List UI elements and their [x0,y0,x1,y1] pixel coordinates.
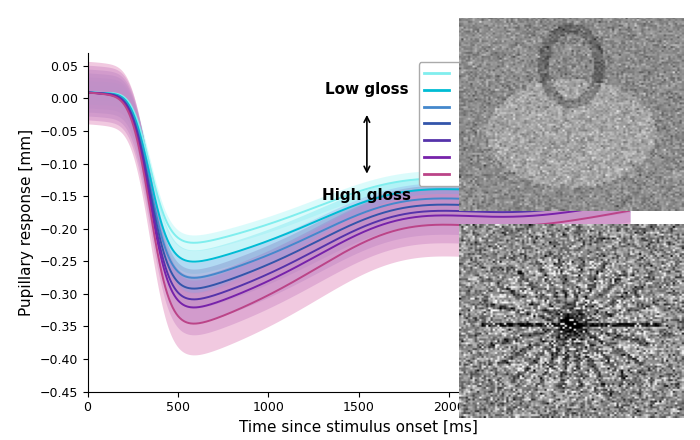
Y-axis label: Pupillary response [mm]: Pupillary response [mm] [19,128,34,316]
Line: 2: 2 [88,92,630,262]
3 [83,90,92,95]
Line: 1: 1 [88,92,630,243]
2 [493,187,501,193]
7 [179,318,188,323]
3 [179,273,188,278]
Line: 5: 5 [88,92,630,299]
4 [224,278,232,283]
7 [447,222,455,227]
4 [447,202,455,207]
2 [224,252,232,257]
2 [83,90,92,95]
2 [179,257,188,262]
6 [493,214,501,220]
7 [626,208,634,213]
3 [330,223,338,228]
Legend: 1, 2, 3, 4, 5, 6, 7: 1, 2, 3, 4, 5, 6, 7 [419,62,472,186]
6 [83,90,92,95]
7 [493,224,501,229]
6 [447,213,455,218]
7 [330,256,338,261]
1 [83,90,92,95]
5 [493,209,501,215]
4 [626,190,634,195]
2 [447,187,455,192]
1 [626,167,634,172]
6 [179,302,188,308]
6 [224,296,232,301]
7 [404,225,412,230]
4 [190,286,199,291]
3 [404,198,412,203]
5 [83,90,92,95]
Text: High gloss: High gloss [323,188,412,203]
3 [190,275,199,280]
4 [330,231,338,236]
5 [224,288,232,293]
4 [404,205,412,210]
7 [224,311,232,316]
2 [404,189,412,194]
5 [404,211,412,216]
1 [190,240,199,246]
2 [190,259,199,264]
2 [626,176,634,182]
1 [330,198,338,203]
5 [447,208,455,213]
X-axis label: Time since stimulus onset [ms]: Time since stimulus onset [ms] [239,420,478,435]
Text: Low gloss: Low gloss [325,82,409,97]
3 [493,197,501,202]
7 [190,321,199,326]
5 [330,238,338,243]
6 [404,216,412,221]
Line: 7: 7 [88,93,630,323]
6 [626,200,634,205]
5 [179,294,188,300]
1 [447,176,455,181]
6 [330,244,338,249]
1 [493,177,501,182]
Line: 6: 6 [88,92,630,308]
3 [626,184,634,190]
5 [626,195,634,201]
1 [224,234,232,239]
5 [190,297,199,302]
4 [83,90,92,95]
3 [224,267,232,272]
4 [493,203,501,209]
Line: 3: 3 [88,92,630,278]
7 [83,90,92,95]
1 [404,178,412,183]
2 [330,211,338,216]
6 [190,305,199,310]
Line: 4: 4 [88,92,630,289]
4 [179,284,188,289]
1 [179,238,188,244]
3 [447,196,455,201]
